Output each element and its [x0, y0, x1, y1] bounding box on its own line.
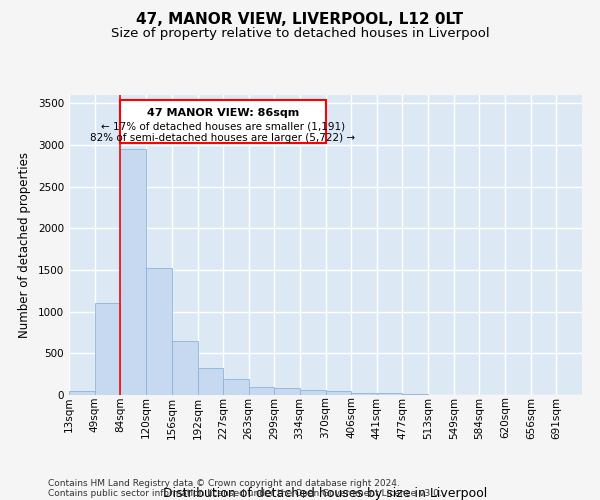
Bar: [325, 391, 352, 395]
Bar: [197, 368, 223, 395]
Bar: [377, 393, 403, 395]
Text: Size of property relative to detached houses in Liverpool: Size of property relative to detached ho…: [110, 28, 490, 40]
Text: ← 17% of detached houses are smaller (1,191): ← 17% of detached houses are smaller (1,…: [101, 122, 345, 132]
Bar: [248, 387, 274, 395]
Text: Contains HM Land Registry data © Crown copyright and database right 2024.: Contains HM Land Registry data © Crown c…: [48, 478, 400, 488]
Bar: [352, 392, 377, 395]
Y-axis label: Number of detached properties: Number of detached properties: [18, 152, 31, 338]
Bar: [172, 341, 197, 395]
Bar: [274, 388, 299, 395]
Bar: [120, 149, 146, 395]
Bar: [223, 379, 248, 395]
X-axis label: Distribution of detached houses by size in Liverpool: Distribution of detached houses by size …: [163, 487, 488, 500]
Text: Contains public sector information licensed under the Open Government Licence v3: Contains public sector information licen…: [48, 488, 442, 498]
Text: 82% of semi-detached houses are larger (5,722) →: 82% of semi-detached houses are larger (…: [90, 132, 355, 142]
Bar: [95, 304, 120, 395]
FancyBboxPatch shape: [120, 100, 325, 144]
Text: 47 MANOR VIEW: 86sqm: 47 MANOR VIEW: 86sqm: [146, 108, 299, 118]
Bar: [299, 390, 325, 395]
Bar: [69, 391, 95, 395]
Bar: [146, 268, 172, 395]
Bar: [403, 394, 428, 395]
Text: 47, MANOR VIEW, LIVERPOOL, L12 0LT: 47, MANOR VIEW, LIVERPOOL, L12 0LT: [136, 12, 464, 28]
